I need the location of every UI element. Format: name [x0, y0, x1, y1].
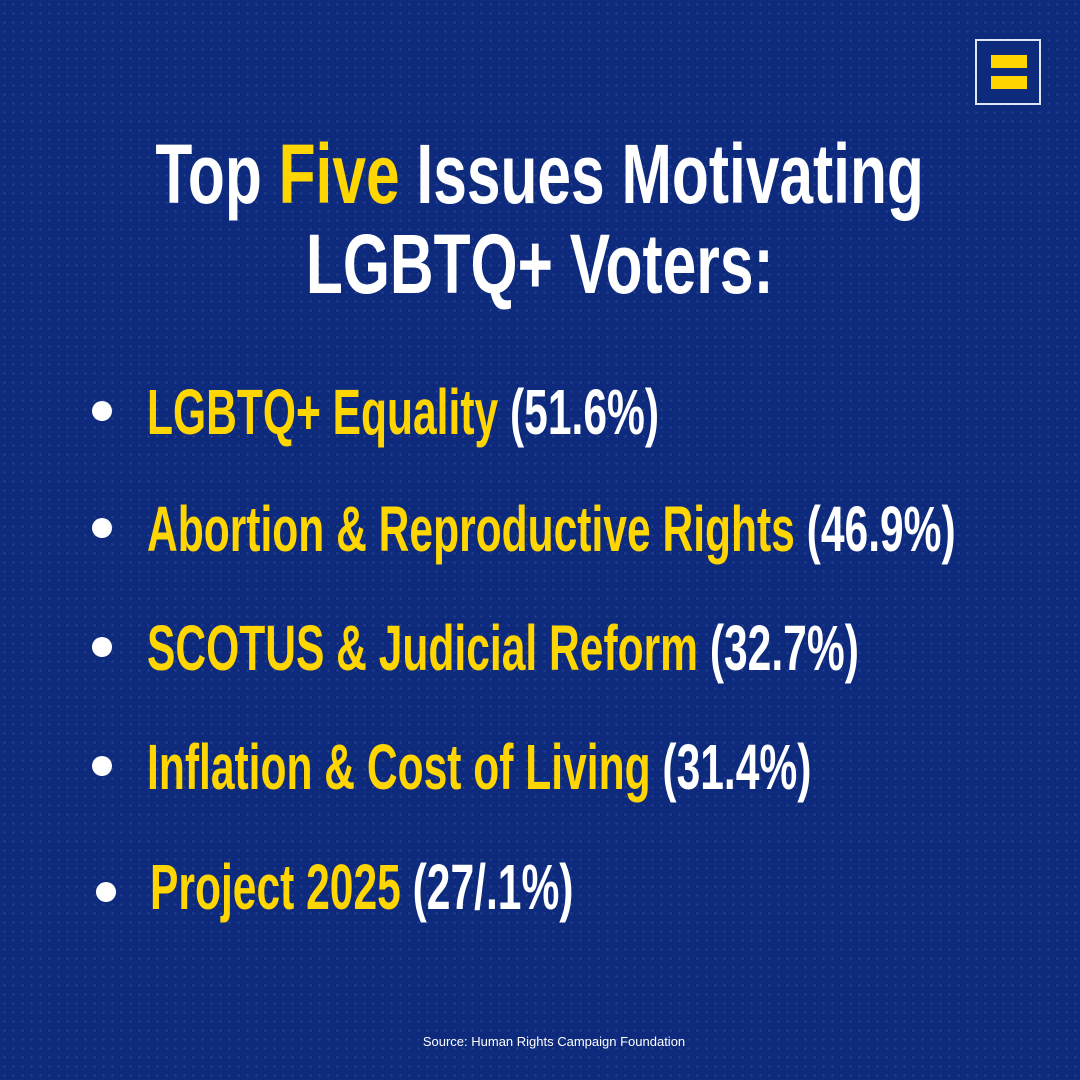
title-text: LGBTQ+ Voters: — [306, 217, 774, 311]
logo-bar-bottom — [991, 76, 1027, 89]
bullet-icon — [92, 637, 112, 657]
title-line-1: Top Five Issues Motivating — [0, 132, 1080, 216]
logo-bar-top — [991, 55, 1027, 68]
issue-label: Inflation & Cost of Living — [147, 731, 651, 803]
issue-label: LGBTQ+ Equality — [147, 376, 499, 448]
issue-percent: (31.4%) — [662, 731, 812, 803]
title-text: Top — [155, 127, 279, 221]
issue-label: Project 2025 — [150, 851, 401, 923]
issue-label: Abortion & Reproductive Rights — [147, 493, 795, 565]
issue-percent: (51.6%) — [509, 376, 660, 448]
bullet-icon — [96, 882, 116, 902]
title-text: Issues Motivating — [399, 127, 925, 221]
issue-percent: (32.7%) — [709, 612, 859, 684]
issue-percent: (27/.1%) — [412, 851, 574, 923]
issue-percent: (46.9%) — [806, 493, 956, 565]
source-caption: Source: Human Rights Campaign Foundation — [422, 1034, 686, 1049]
bullet-icon — [92, 756, 112, 776]
title-line-2: LGBTQ+ Voters: — [0, 222, 1080, 306]
title-highlight: Five — [278, 127, 400, 221]
issue-label: SCOTUS & Judicial Reform — [147, 612, 699, 684]
hrc-logo — [975, 39, 1041, 105]
bullet-icon — [92, 401, 112, 421]
bullet-icon — [92, 518, 112, 538]
